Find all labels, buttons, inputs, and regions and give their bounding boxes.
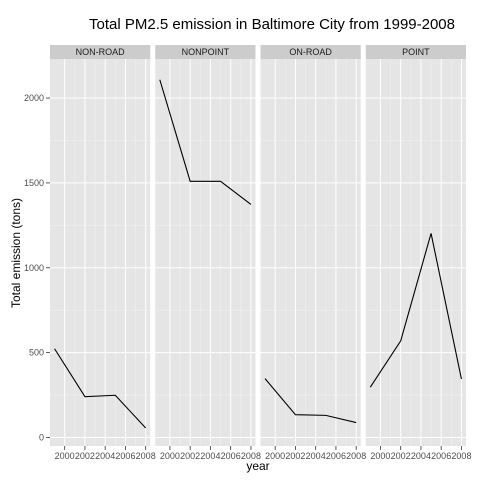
facet-strip	[260, 45, 361, 59]
series-line-non-road	[54, 348, 147, 429]
y-axis-label: Total emission (tons)	[9, 198, 23, 308]
chart-title: Total PM2.5 emission in Baltimore City f…	[89, 16, 455, 33]
series-line-on-road	[264, 378, 357, 424]
facet-strip	[155, 45, 256, 59]
facet-panel-point: POINT 2000 2002 2004 2006 2008	[365, 45, 471, 461]
y-tick-label: 500	[29, 348, 44, 358]
series-line-nonpoint	[159, 79, 252, 205]
facet-strip-label: NON-ROAD	[76, 47, 125, 57]
x-tick-label: 2006	[326, 451, 346, 461]
x-tick-label: 2004	[200, 451, 220, 461]
y-tick-label: 0	[39, 433, 44, 443]
facet-panel-on-road: ON-ROAD 2000 2002 2004 2006 2008	[260, 45, 366, 461]
x-tick-label: 2006	[221, 451, 241, 461]
x-tick-label: 2006	[431, 451, 451, 461]
x-tick-label: 2004	[306, 451, 326, 461]
panel-background	[365, 59, 466, 446]
x-tick-label: 2002	[285, 451, 305, 461]
x-tick-label: 2000	[265, 451, 285, 461]
facet-strip-label: POINT	[402, 47, 430, 57]
panel-background	[50, 59, 151, 446]
y-axis: 0 500 1000 1500 2000	[24, 93, 50, 443]
facet-strip-label: NONPOINT	[182, 47, 230, 57]
facet-strip	[50, 45, 151, 59]
x-tick-label: 2002	[391, 451, 411, 461]
series-line-point	[369, 233, 462, 388]
x-tick-label: 2000	[370, 451, 390, 461]
x-tick-label: 2000	[55, 451, 75, 461]
x-tick-label: 2006	[115, 451, 135, 461]
x-tick-label: 2004	[411, 451, 431, 461]
y-tick-label: 2000	[24, 93, 44, 103]
x-tick-label: 2000	[160, 451, 180, 461]
x-tick-label: 2004	[95, 451, 115, 461]
x-tick-label: 2002	[75, 451, 95, 461]
facet-strip-label: ON-ROAD	[289, 47, 332, 57]
x-tick-label: 2008	[136, 451, 156, 461]
y-tick-label: 1000	[24, 263, 44, 273]
panel-background	[155, 59, 256, 446]
x-axis-label: year	[246, 459, 269, 473]
facet-panel-non-road: NON-ROAD 2000 2002 2004 2006 2008	[50, 45, 156, 461]
x-tick-label: 2008	[346, 451, 366, 461]
facet-strip	[365, 45, 466, 59]
facet-panel-nonpoint: NONPOINT 2000 2002 2004 2006 2008	[155, 45, 261, 461]
x-tick-label: 2008	[241, 451, 261, 461]
panel-background	[260, 59, 361, 446]
x-tick-label: 2008	[451, 451, 471, 461]
x-tick-label: 2002	[180, 451, 200, 461]
y-tick-label: 1500	[24, 178, 44, 188]
